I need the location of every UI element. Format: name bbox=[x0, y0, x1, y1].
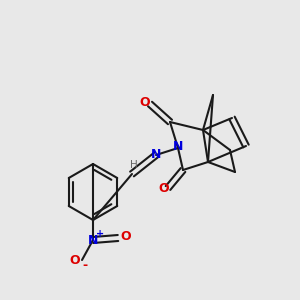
Text: O: O bbox=[159, 182, 169, 196]
Text: O: O bbox=[70, 254, 80, 266]
Text: -: - bbox=[82, 260, 88, 272]
Text: +: + bbox=[96, 229, 104, 239]
Text: N: N bbox=[151, 148, 161, 160]
Text: O: O bbox=[140, 97, 150, 110]
Text: N: N bbox=[173, 140, 183, 152]
Text: N: N bbox=[88, 233, 98, 247]
Text: H: H bbox=[130, 160, 138, 170]
Text: O: O bbox=[121, 230, 131, 244]
